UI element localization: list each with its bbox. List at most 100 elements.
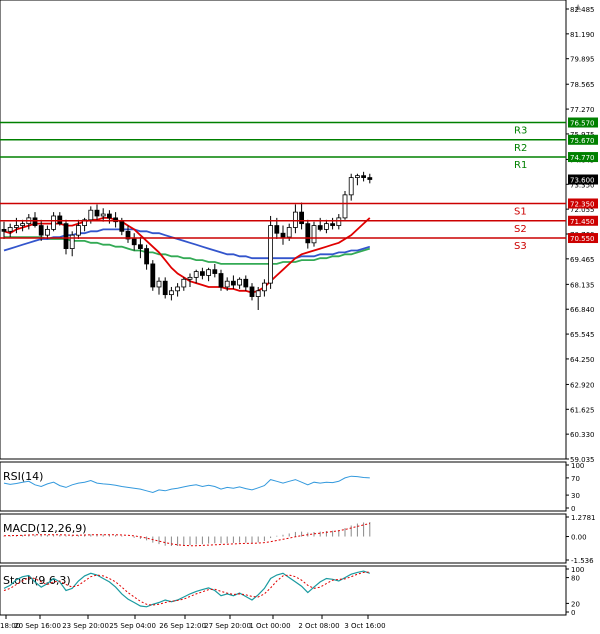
candle-body [82,219,87,226]
main-price-panel: 82.48581.19079.89578.56577.27075.97574.6… [0,0,598,464]
level-price-label-r2: 75.670 [570,137,595,145]
candle [26,214,32,230]
price-tick-label: 65.545 [570,331,595,339]
candle-body [305,223,311,244]
macd-panel: 1.2781 0.00 -1.536 MACD(12,26,9) [0,513,596,565]
candle-body [175,286,181,292]
candle-body [107,213,112,219]
candle-body [218,273,224,288]
candle [255,286,261,310]
candle-body [348,177,354,196]
candle [82,217,87,232]
candle-body [51,215,56,230]
candle [107,210,112,224]
candle-body [199,271,205,276]
candle-body [336,217,342,226]
price-tick-label: 62.920 [570,381,595,389]
candle [243,275,249,291]
candle-body [63,223,69,249]
main-panel-frame [0,0,567,460]
candle-body [76,225,81,236]
candle [336,214,342,230]
price-tick-label: 59.035 [570,456,595,464]
candle-body [69,234,75,249]
candle-body [125,230,131,240]
candle-body [299,211,305,225]
level-name-r2: R2 [514,143,527,154]
price-tick-label: 66.840 [570,306,595,314]
macd-frame [0,513,567,564]
rsi-label: RSI(14) [3,470,43,483]
candle [125,225,131,243]
candle [206,267,212,282]
candle [150,260,156,291]
level-price-box-r2 [568,134,598,145]
candle [317,217,323,232]
current-price-label: 73.600 [570,177,595,185]
rsi-tick-label: 30 [571,492,580,500]
stoch-tick-label: 80 [571,575,580,583]
price-tick-label: 81.190 [570,31,595,39]
price-tick-label: 72.055 [570,206,595,214]
stoch-frame [0,565,567,616]
candle-body [367,177,373,180]
level-price-label-r1: 74.770 [570,154,595,162]
candle [249,283,255,301]
time-tick-label: 26 Sep 12:00 [159,622,206,630]
level-price-box-r3 [568,117,598,128]
candle-body [113,217,118,223]
time-tick-label: 18:00 [0,622,20,630]
candle [199,267,205,280]
candle [237,277,243,289]
candle [69,231,75,257]
price-tick-label: 69.465 [570,256,595,264]
candle-body [212,269,218,274]
candle-body [100,213,106,217]
candle-body [361,175,367,178]
candle-body [274,225,280,234]
candle [212,263,218,278]
candle-body [38,225,44,236]
price-tick-label: 77.270 [570,106,595,114]
candle-body [342,194,348,219]
candle [1,221,7,239]
candle [162,277,168,299]
candle [261,279,267,297]
window-close-glyph[interactable]: ▲ [575,2,582,11]
price-tick-label: 73.350 [570,181,595,189]
candle [224,277,230,291]
price-tick-label: 79.895 [570,56,595,64]
candle [367,173,373,184]
candle [131,233,137,251]
level-name-s1: S1 [514,206,527,217]
price-tick-label: 64.250 [570,356,595,364]
candle-body [330,223,336,226]
candle [230,275,236,289]
candle [45,225,50,239]
rsi-tick-label: 70 [571,475,580,483]
candle [7,223,13,238]
level-price-box-s1 [568,198,598,209]
time-tick-label: 1 Oct 00:00 [249,622,290,630]
level-name-r3: R3 [514,126,527,137]
candle [113,212,118,228]
price-tick-label: 68.135 [570,281,595,289]
candle-body [156,280,162,288]
candle-body [1,228,7,232]
level-name-s2: S2 [514,224,527,235]
time-tick-label: 23 Sep 20:00 [62,622,109,630]
price-tick-label: 61.625 [570,406,595,414]
candle-body [249,286,255,297]
macd-signal-line [3,523,370,547]
candle-body [323,223,329,230]
level-name-r1: R1 [514,160,527,171]
level-price-label-r3: 76.570 [570,120,595,128]
rsi-tick-label: 100 [571,462,584,470]
candle [268,215,274,289]
candle-body [311,225,317,244]
candle [181,277,187,291]
price-tick-label: 78.565 [570,81,595,89]
level-price-box-s3 [568,233,598,244]
